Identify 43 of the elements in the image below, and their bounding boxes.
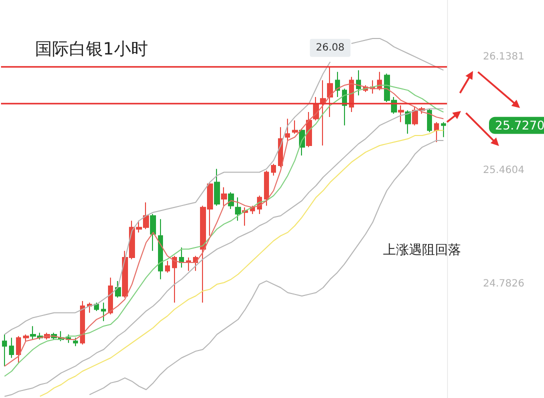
candlestick <box>150 214 156 252</box>
candlestick <box>441 122 446 138</box>
candlestick <box>228 192 234 210</box>
candlestick <box>94 302 99 312</box>
candlestick <box>158 218 163 280</box>
candlestick <box>165 260 170 274</box>
text: 25.7270 <box>495 118 544 132</box>
candlestick <box>186 257 191 272</box>
candlestick <box>405 110 411 134</box>
candlestick <box>80 300 85 345</box>
candlestick <box>101 302 106 322</box>
candlestick <box>356 70 361 96</box>
text: 国际白银1小时 <box>35 40 148 60</box>
candlestick <box>2 334 7 367</box>
candlestick <box>412 106 418 126</box>
candlestick <box>434 122 439 143</box>
candlestick <box>115 280 121 298</box>
candlestick <box>73 337 78 347</box>
candlestick <box>23 334 29 342</box>
candlestick <box>292 120 298 134</box>
annotation: 26.08 <box>316 42 345 54</box>
candlestick <box>335 71 340 98</box>
candlestick <box>327 66 333 118</box>
candlestick <box>16 336 21 364</box>
candlestick <box>87 302 92 314</box>
candlestick <box>172 255 177 304</box>
y-tick-label: 24.7826 <box>483 278 524 290</box>
candlestick <box>427 108 432 133</box>
y-tick-label: 26.1381 <box>483 52 524 63</box>
candlestick <box>264 170 269 206</box>
candlestick <box>271 163 276 176</box>
candlestick <box>235 196 241 222</box>
candlestick <box>214 168 220 206</box>
candlestick <box>306 112 312 148</box>
candlestick <box>179 246 184 268</box>
candlestick <box>9 337 14 358</box>
candlestick <box>221 186 227 206</box>
candlestick <box>398 104 404 123</box>
y-tick-label: 25.4604 <box>483 165 524 176</box>
candlestick <box>285 118 290 141</box>
annotation: 上涨遇阻回落 <box>383 243 461 258</box>
candlestick <box>108 277 113 315</box>
candlestick <box>320 80 326 146</box>
